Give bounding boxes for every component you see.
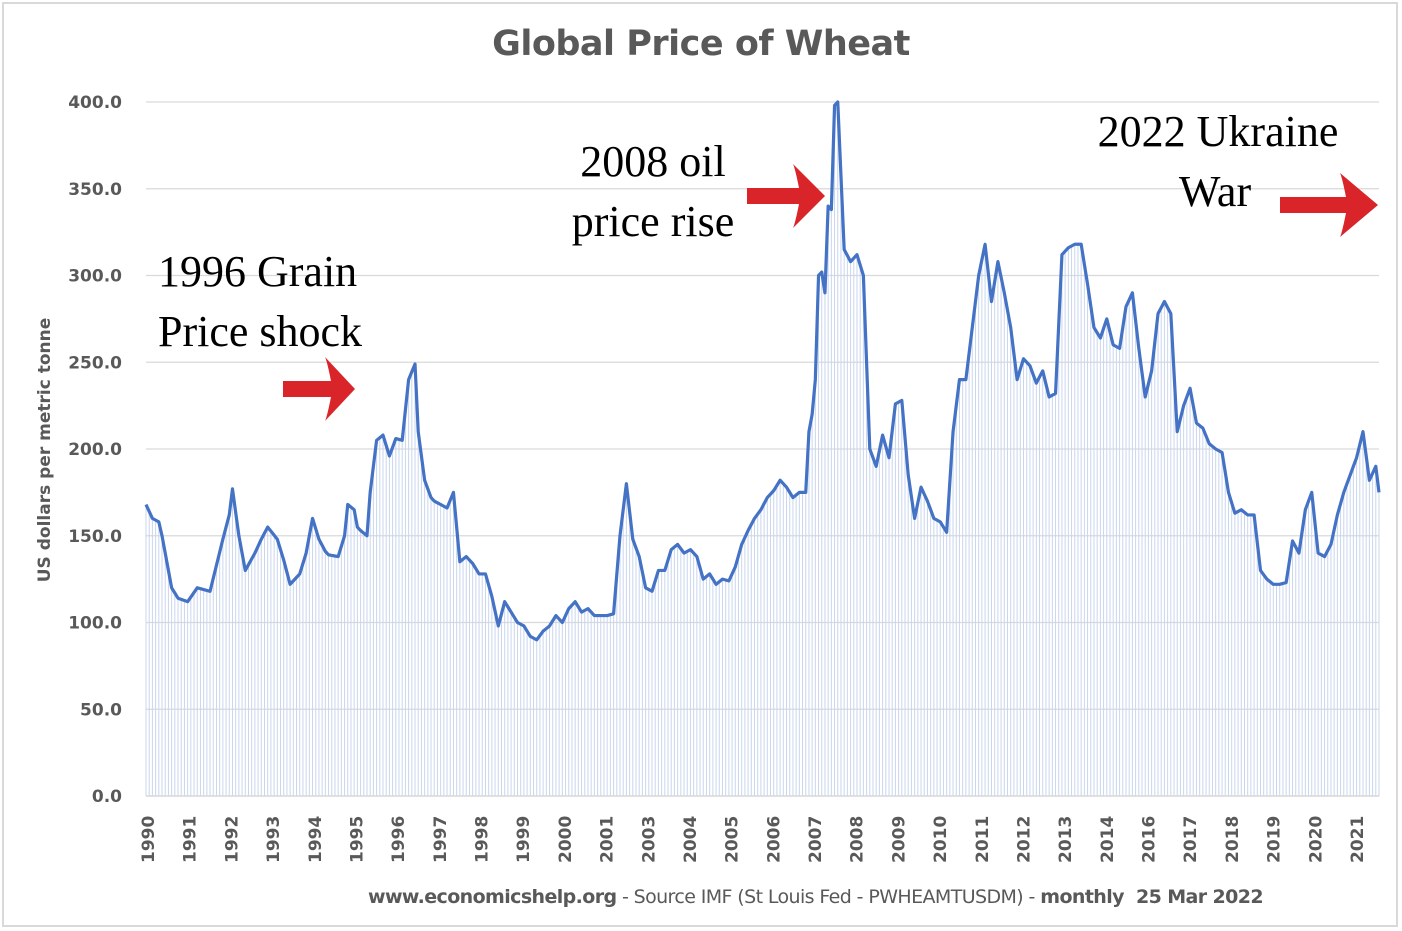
x-tick-label: 1997 [431,816,451,863]
arrow-1996-icon [283,357,355,421]
x-tick-label: 1992 [222,816,242,863]
annotation-2022-line2: War [1178,167,1252,216]
y-tick-label: 300.0 [68,267,122,287]
x-tick-label: 2001 [598,816,618,863]
x-tick-label: 2000 [556,816,576,863]
footer-site: www.economicshelp.org [368,886,617,908]
series-line-wheat-price [144,100,1381,642]
annotation-1996-line1: 1996 Grain [158,247,358,296]
x-tick-label: 2008 [848,816,868,863]
footer-source: - Source IMF (St Louis Fed - PWHEAMTUSDM… [616,886,1041,908]
footer-date: 25 Mar 2022 [1123,886,1264,908]
x-tick-label: 2017 [1181,816,1201,863]
y-tick-label: 250.0 [68,353,122,373]
x-tick-label: 1995 [347,816,367,863]
x-tick-label: 1999 [514,816,534,863]
x-tick-label: 2006 [764,816,784,863]
x-tick-label: 2018 [1223,816,1243,863]
x-tick-label: 2003 [639,816,659,863]
x-tick-label: 2005 [723,816,743,863]
x-tick-label: 2014 [1098,816,1118,863]
x-tick-label: 2009 [889,816,909,863]
x-tick-label: 1998 [473,816,493,863]
y-tick-label: 0.0 [92,787,122,807]
x-tick-labels: 1990 1991 1992 1993 1994 1995 1996 1997 1998 1999… [139,816,1368,863]
x-tick-label: 1994 [306,816,326,863]
arrow-2022-icon [1280,173,1378,237]
annotation-arrows [283,164,1378,421]
x-tick-label: 2004 [681,816,701,863]
annotation-2008: 2008 oil price rise [558,132,748,252]
annotation-2008-line1: 2008 oil [580,137,726,186]
annotation-1996: 1996 Grain Price shock [158,242,362,362]
annotation-2022: 2022 Ukraine War [1078,102,1358,222]
annotation-2022-line1: 2022 Ukraine [1097,107,1339,156]
x-tick-label: 2010 [931,816,951,863]
y-tick-label: 150.0 [68,527,122,547]
annotation-2008-line2: price rise [571,197,735,246]
y-tick-labels: 0.0 50.0 100.0 150.0 200.0 250.0 300.0 350.0 400… [68,93,122,807]
y-tick-label: 350.0 [68,180,122,200]
x-tick-label: 2012 [1014,816,1034,863]
y-tick-label: 200.0 [68,440,122,460]
x-tick-label: 1993 [264,816,284,863]
annotation-1996-line2: Price shock [158,307,363,356]
x-tick-label: 2007 [806,816,826,863]
x-tick-label: 1991 [181,816,201,863]
x-tick-label: 1996 [389,816,409,863]
y-tick-label: 50.0 [80,700,122,720]
x-tick-label: 1990 [139,816,159,863]
x-tick-label: 2016 [1140,816,1160,863]
area-fill-droplines [145,102,1380,797]
chart-footer: www.economicshelp.org - Source IMF (St L… [368,886,1264,908]
arrow-2008-icon [747,164,825,228]
x-tick-label: 2013 [1056,816,1076,863]
x-tick-label: 2019 [1265,816,1285,863]
x-tick-label: 2011 [973,816,993,863]
y-tick-label: 100.0 [68,614,122,634]
chart-title: Global Price of Wheat [492,24,910,64]
x-tick-label: 2020 [1306,816,1326,863]
footer-frequency: monthly [1040,886,1124,908]
y-tick-label: 400.0 [68,93,122,113]
x-tick-label: 2021 [1348,816,1368,863]
